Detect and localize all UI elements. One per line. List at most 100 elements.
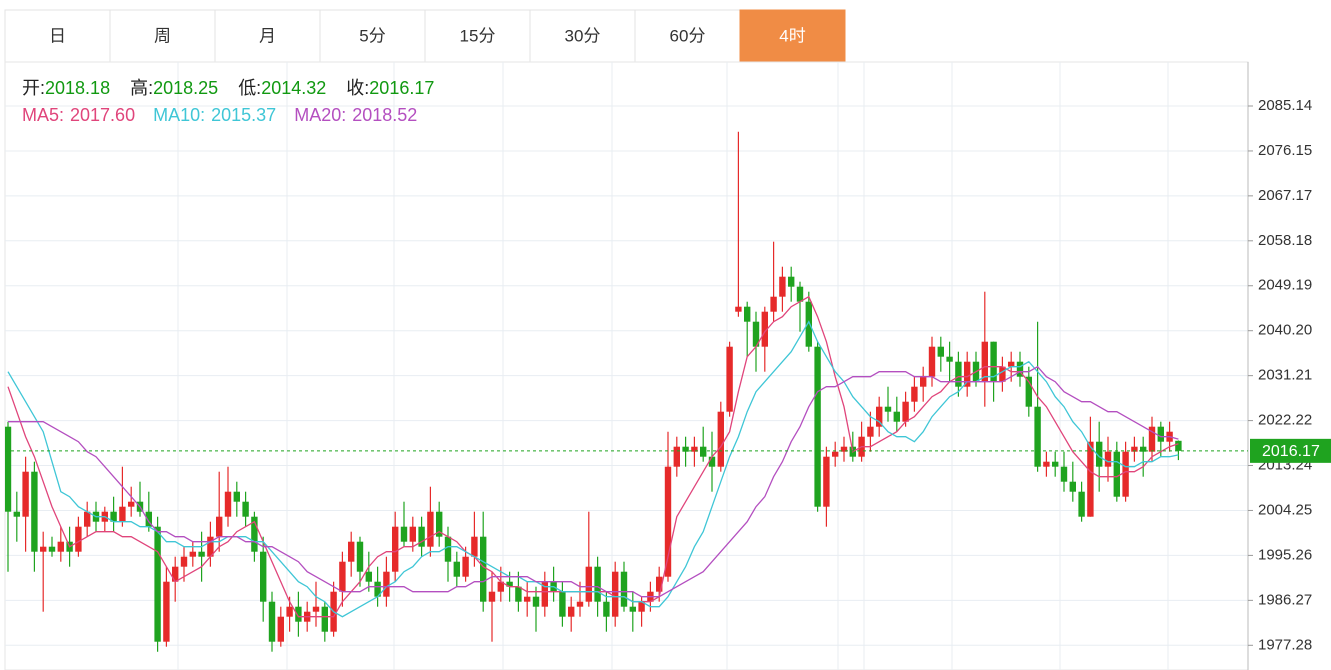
tab-bar: 日 周 月 5分 15分 30分 60分 4时 bbox=[4, 9, 846, 63]
candle-body bbox=[224, 491, 232, 517]
candle-body bbox=[506, 581, 513, 587]
candle-body bbox=[436, 511, 443, 537]
candle-body bbox=[374, 581, 381, 597]
candle-body bbox=[22, 471, 29, 517]
candle-body bbox=[946, 356, 953, 362]
candle-body bbox=[770, 296, 777, 312]
tab-label[interactable]: 4时 bbox=[779, 26, 805, 45]
candle-body bbox=[1060, 466, 1068, 482]
candle-body bbox=[532, 596, 540, 607]
candle-body bbox=[471, 536, 478, 557]
candle-body bbox=[409, 526, 416, 542]
candle-body bbox=[1113, 451, 1120, 497]
candle-body bbox=[664, 466, 672, 577]
candle-body bbox=[260, 551, 267, 602]
candle-body bbox=[57, 541, 64, 552]
candle-body bbox=[911, 386, 918, 402]
candle-body bbox=[735, 306, 742, 312]
candle-body bbox=[321, 606, 328, 632]
tab[interactable] bbox=[214, 9, 321, 63]
candle-body bbox=[198, 551, 205, 557]
candle-body bbox=[110, 511, 117, 522]
candle-body bbox=[964, 361, 971, 387]
candle-body bbox=[453, 561, 460, 577]
value-grid bbox=[5, 105, 1248, 646]
tab[interactable] bbox=[739, 9, 846, 63]
candle-body bbox=[752, 321, 760, 347]
tab[interactable] bbox=[529, 9, 636, 63]
candle-body bbox=[779, 276, 786, 297]
current-price-label: 2016.17 bbox=[1262, 443, 1320, 460]
info-value: 2018.18 bbox=[45, 78, 110, 98]
y-tick-label: 1986.27 bbox=[1258, 591, 1312, 608]
candle-body bbox=[84, 511, 91, 527]
legend-value: 2015.37 bbox=[211, 105, 276, 125]
candle-body bbox=[286, 606, 293, 617]
candle-body bbox=[902, 401, 909, 422]
candle-body bbox=[700, 446, 707, 457]
candle-body bbox=[295, 606, 302, 622]
tab-label[interactable]: 5分 bbox=[359, 26, 385, 45]
candle-body bbox=[348, 541, 355, 562]
tab-label[interactable]: 30分 bbox=[565, 26, 601, 45]
tab[interactable] bbox=[109, 9, 216, 63]
candle-body bbox=[1175, 440, 1182, 451]
candle-body bbox=[981, 341, 988, 382]
candle-body bbox=[656, 576, 663, 592]
y-tick-label: 2040.20 bbox=[1258, 322, 1312, 339]
tab-label[interactable]: 日 bbox=[49, 26, 66, 45]
info-label: 开: bbox=[22, 78, 45, 98]
candle-body bbox=[576, 601, 584, 607]
candle-body bbox=[40, 546, 47, 552]
candle-body bbox=[541, 581, 548, 607]
tab-label[interactable]: 月 bbox=[259, 26, 276, 45]
y-tick-label: 2076.15 bbox=[1258, 142, 1312, 159]
tab-label[interactable]: 周 bbox=[154, 26, 171, 45]
candle-body bbox=[75, 526, 82, 552]
candle-body bbox=[1025, 376, 1032, 407]
y-axis-labels: 2085.14 2076.15 2067.17 2058.18 2049.19 2040.… bbox=[1248, 97, 1312, 653]
candle-body bbox=[524, 596, 531, 602]
candle-body bbox=[620, 571, 628, 607]
candle-body bbox=[242, 501, 249, 517]
candle-body bbox=[216, 516, 223, 537]
candle-body bbox=[1131, 446, 1138, 452]
y-tick-label: 2022.22 bbox=[1258, 412, 1312, 429]
tab-label[interactable]: 60分 bbox=[670, 26, 706, 45]
candle-body bbox=[717, 411, 724, 467]
candle-body bbox=[444, 536, 452, 562]
candle-body bbox=[207, 536, 214, 557]
tab-label[interactable]: 15分 bbox=[460, 26, 496, 45]
candle-body bbox=[999, 366, 1006, 382]
legend-value: 2017.60 bbox=[70, 105, 135, 125]
candle-body bbox=[788, 276, 795, 287]
candle-body bbox=[594, 566, 601, 602]
candle-body bbox=[515, 586, 522, 602]
candle-body bbox=[418, 526, 425, 547]
ma-line bbox=[7, 320, 1179, 618]
legend-name: MA5: bbox=[22, 105, 64, 125]
candle-body bbox=[189, 551, 196, 557]
candle-body bbox=[823, 456, 830, 507]
info-label: 收: bbox=[346, 78, 369, 98]
candle-body bbox=[277, 616, 284, 642]
candle-body bbox=[682, 446, 689, 452]
candle-body bbox=[990, 341, 997, 382]
candle-body bbox=[1034, 406, 1041, 467]
candle-body bbox=[1122, 451, 1129, 497]
candle-body bbox=[840, 446, 848, 452]
candle-body bbox=[172, 566, 179, 582]
candle-body bbox=[893, 411, 900, 422]
candle-body bbox=[1140, 446, 1147, 452]
tab[interactable] bbox=[319, 9, 426, 63]
candle-body bbox=[1043, 461, 1050, 467]
candle-body bbox=[603, 601, 610, 617]
candle-body bbox=[163, 581, 170, 642]
ohlc-info: 开:2018.18 高:2018.25 低:2014.32 收:2016.17 bbox=[22, 78, 434, 98]
candle-body bbox=[400, 526, 408, 542]
candle-body bbox=[726, 346, 733, 412]
tab[interactable] bbox=[4, 9, 111, 63]
candle-body bbox=[1008, 361, 1015, 367]
candle-body bbox=[744, 306, 751, 322]
y-tick-label: 1995.26 bbox=[1258, 546, 1312, 563]
